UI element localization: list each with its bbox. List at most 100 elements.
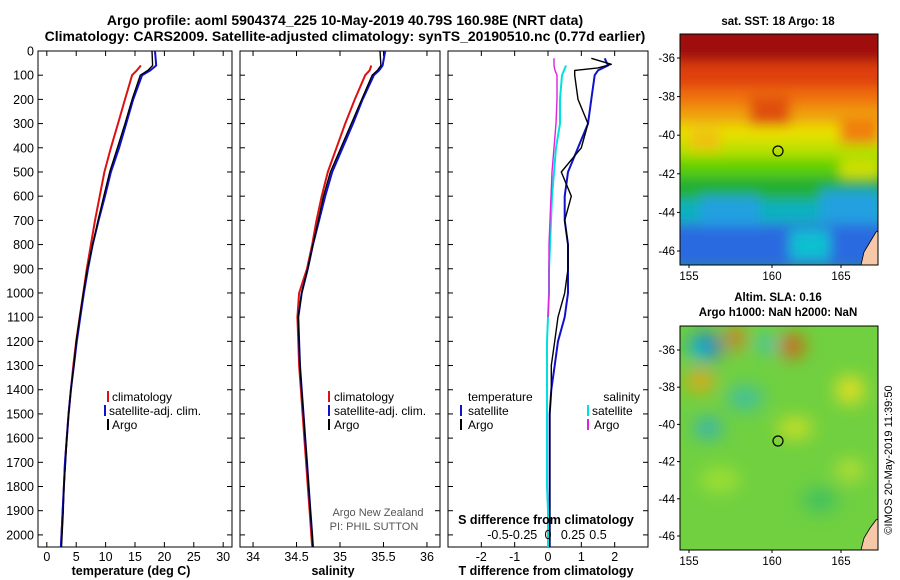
difference-xlabel: T difference from climatology — [458, 564, 633, 578]
lat-label: -42 — [658, 169, 675, 181]
series-line-temperature-argo — [549, 57, 612, 547]
lat-label: -36 — [658, 53, 675, 65]
s-tick-label: -0.5 — [487, 528, 509, 542]
lat-label: -38 — [658, 382, 675, 394]
series-line-satellite-adj-clim- — [297, 51, 387, 547]
sst-map: sat. SST: 18 Argo: 18 — [658, 16, 879, 283]
legend-swatch-s-satellite — [587, 405, 589, 416]
depth-tick-label: 1100 — [7, 311, 34, 325]
legend-label-satellite: satellite-adj. clim. — [109, 404, 201, 418]
legend-label-t-satellite: satellite — [468, 404, 509, 418]
x-tick-label: -1 — [509, 550, 520, 564]
temperature-series — [59, 51, 158, 547]
x-tick-label: 36 — [420, 550, 434, 564]
depth-tick-label: 1900 — [6, 504, 34, 518]
lat-label: -44 — [658, 494, 675, 506]
depth-tick-label: 900 — [13, 262, 34, 276]
x-tick-label: 0 — [43, 550, 50, 564]
depth-tick-label: 1000 — [6, 286, 34, 300]
argo-location-marker — [772, 145, 784, 157]
s-tick-label: 0.5 — [589, 528, 606, 542]
series-line-argo — [297, 51, 382, 547]
temperature-legend: climatology satellite-adj. clim. Argo — [104, 390, 201, 432]
series-line-satellite-adj-clim- — [59, 51, 158, 547]
x-tick-label: -2 — [476, 550, 487, 564]
x-tick-label: 20 — [157, 550, 171, 564]
lon-label: 160 — [762, 271, 781, 283]
depth-tick-label: 500 — [13, 165, 34, 179]
s-difference-tick-labels: -0.5 -0.25 0 0.25 0.5 — [487, 528, 607, 542]
legend-label-argo: Argo — [112, 418, 138, 432]
lat-label: -36 — [658, 345, 675, 357]
x-tick-label: 34.5 — [284, 550, 308, 564]
s-tick-label: 0.25 — [561, 528, 585, 542]
difference-legend: temperature salinity satellite Argo sate… — [460, 390, 640, 432]
x-tick-label: 30 — [216, 550, 230, 564]
salinity-legend: climatology satellite-adj. clim. Argo Ar… — [328, 390, 426, 533]
legend-swatch-argo — [328, 419, 330, 430]
sla-map-title-2: Argo h1000: NaN h2000: NaN — [699, 307, 858, 319]
sla-lat-labels: -36 -38 -40 -42 -44 -46 — [658, 345, 680, 543]
temperature-ticks: 0 5 10 15 20 25 30 — [38, 50, 232, 564]
legend-title-salinity: salinity — [603, 390, 640, 404]
depth-tick-label: 100 — [13, 69, 34, 83]
series-line-salinity-argo — [547, 58, 558, 318]
salinity-panel-frame — [239, 50, 441, 548]
salinity-ticks: 34 34.5 35 35.5 36 — [240, 50, 440, 564]
depth-tick-label: 200 — [13, 93, 34, 107]
note-pi: PI: PHIL SUTTON — [330, 521, 419, 533]
legend-swatch-s-argo — [587, 419, 589, 430]
s-difference-label: S difference from climatology — [458, 513, 634, 527]
sst-map-frame — [679, 33, 879, 266]
depth-tick-label: 300 — [13, 117, 34, 131]
x-tick-label: 34 — [246, 550, 260, 564]
series-line-climatology — [59, 64, 142, 547]
x-tick-label: 10 — [99, 550, 113, 564]
temperature-panel-frame — [37, 50, 233, 548]
legend-swatch-argo — [107, 419, 109, 430]
legend-label-s-satellite: satellite — [592, 404, 633, 418]
legend-title-temperature: temperature — [468, 390, 533, 404]
x-tick-label: 35.5 — [371, 550, 395, 564]
sst-lat-labels: -36 -38 -40 -42 -44 -46 — [658, 53, 680, 258]
depth-tick-label: 400 — [13, 141, 34, 155]
difference-series — [546, 57, 612, 547]
legend-swatch-satellite — [328, 405, 330, 416]
legend-label-t-argo: Argo — [468, 418, 494, 432]
lat-label: -44 — [658, 207, 675, 219]
depth-tick-labels: 0 100 200 300 400 500 600 700 800 900 1000 1100 1200… — [6, 45, 34, 543]
sst-map-title: sat. SST: 18 Argo: 18 — [721, 16, 835, 28]
lon-label: 165 — [831, 556, 850, 568]
depth-tick-label: 1500 — [6, 407, 34, 421]
x-tick-label: 0 — [545, 550, 552, 564]
legend-label-climatology: climatology — [334, 390, 394, 404]
s-tick-label: 0 — [545, 528, 552, 542]
argo-location-marker-sla — [772, 435, 784, 447]
sla-map: Altim. SLA: 0.16 Argo h1000: NaN h2000: … — [658, 292, 879, 568]
depth-tick-label: 1800 — [6, 480, 34, 494]
x-tick-label: 35 — [333, 550, 347, 564]
depth-tick-label: 1200 — [6, 335, 34, 349]
lat-label: -46 — [658, 246, 675, 258]
lat-label: -40 — [658, 419, 675, 431]
s-tick-label: -0.25 — [509, 528, 538, 542]
lon-label: 155 — [679, 556, 698, 568]
depth-tick-label: 0 — [27, 45, 34, 59]
depth-tick-label: 2000 — [6, 528, 34, 542]
lon-label: 155 — [679, 271, 698, 283]
imos-timestamp: ©IMOS 20-May-2019 11:39:50 — [883, 385, 895, 534]
x-tick-label: 15 — [128, 550, 142, 564]
x-tick-label: 1 — [578, 550, 585, 564]
lon-label: 160 — [762, 556, 781, 568]
depth-tick-label: 1700 — [6, 456, 34, 470]
difference-ticks: -2 -1 0 1 2 — [448, 50, 648, 564]
x-tick-label: 25 — [187, 550, 201, 564]
title-line-2: Climatology: CARS2009. Satellite-adjuste… — [45, 28, 646, 44]
sla-map-frame — [679, 325, 879, 551]
depth-tick-label: 1300 — [6, 359, 34, 373]
legend-swatch-climatology — [328, 391, 330, 402]
x-tick-label: 5 — [73, 550, 80, 564]
lon-label: 165 — [831, 271, 850, 283]
salinity-series — [296, 51, 387, 547]
